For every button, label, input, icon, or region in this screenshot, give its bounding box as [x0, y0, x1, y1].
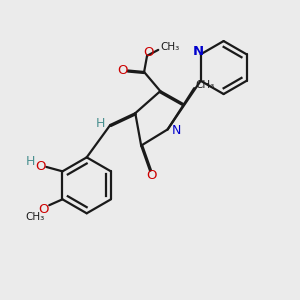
Text: CH₃: CH₃	[26, 212, 45, 222]
Text: N: N	[193, 45, 204, 58]
Text: O: O	[117, 64, 128, 77]
Text: O: O	[38, 203, 49, 216]
Text: CH₃: CH₃	[195, 80, 214, 90]
Text: CH₃: CH₃	[160, 42, 180, 52]
Text: H: H	[26, 155, 35, 168]
Text: O: O	[146, 169, 157, 182]
Text: O: O	[143, 46, 154, 59]
Text: N: N	[172, 124, 182, 137]
Text: H: H	[95, 117, 105, 130]
Text: O: O	[35, 160, 46, 173]
